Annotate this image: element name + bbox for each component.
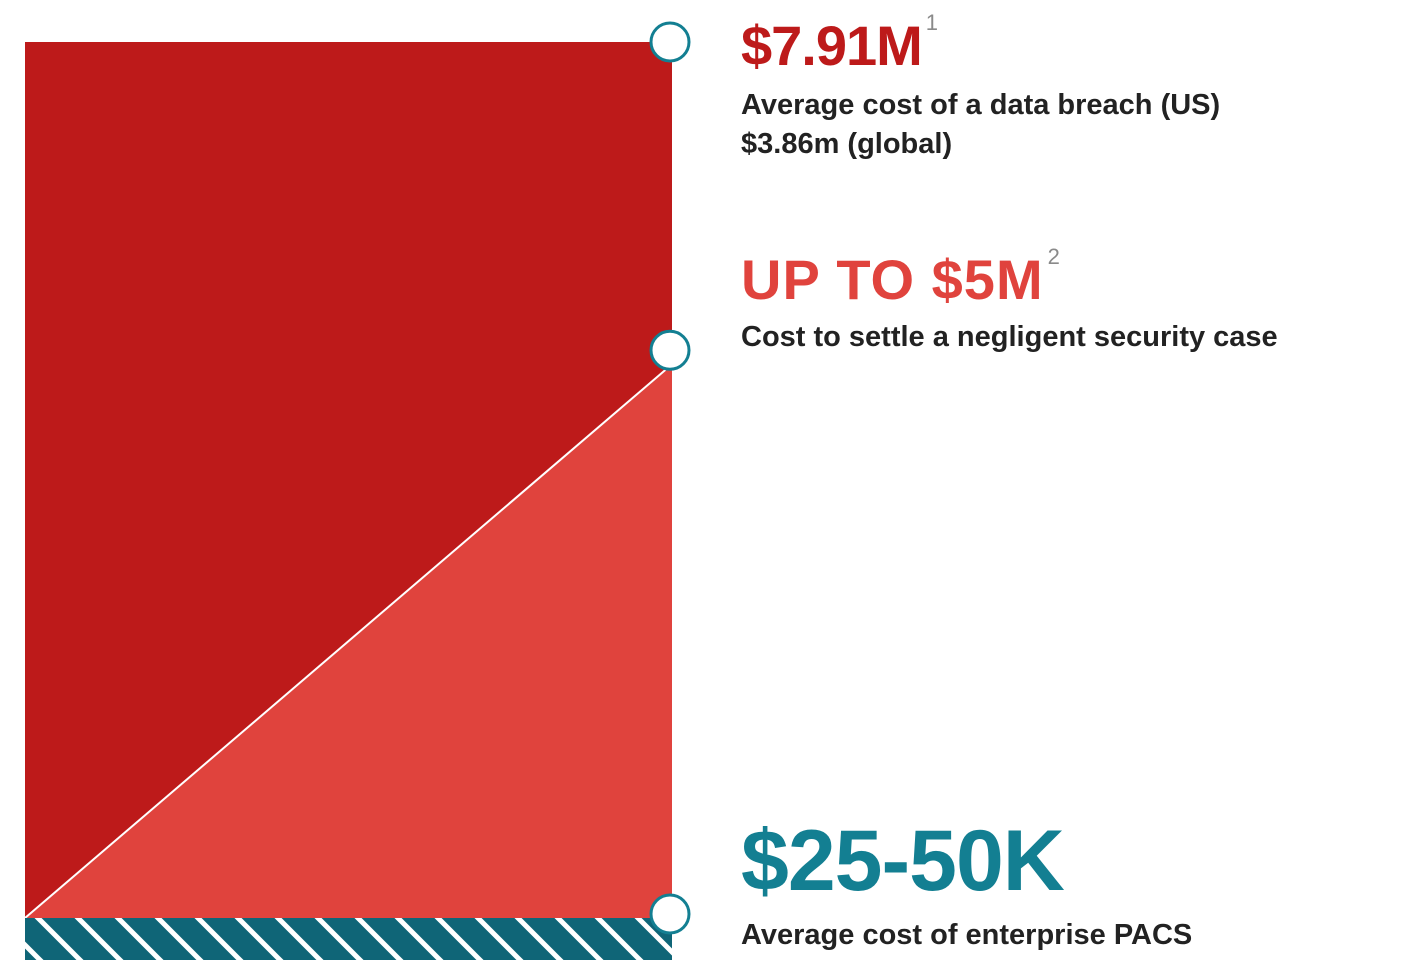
breach-value: $7.91M 1	[741, 12, 1220, 74]
pacs-area	[25, 918, 672, 960]
breach-value-text: $7.91M	[741, 14, 923, 77]
pacs-callout: $25-50K Average cost of enterprise PACS	[741, 818, 1192, 955]
breach-footnote: 1	[925, 10, 938, 35]
settle-value: UP TO $5M 2	[741, 246, 1278, 308]
breach-description-global: $3.86m (global)	[741, 128, 953, 161]
pacs-description: Average cost of enterprise PACS	[741, 919, 1193, 951]
breach-marker	[649, 21, 691, 63]
settle-footnote: 2	[1047, 244, 1061, 269]
settle-callout: UP TO $5M 2 Cost to settle a negligent se…	[741, 246, 1278, 357]
settle-value-text: UP TO $5M	[741, 248, 1044, 311]
settle-description: Cost to settle a negligent security case	[741, 321, 1278, 353]
pacs-marker	[649, 893, 691, 935]
breach-callout: $7.91M 1 Average cost of a data breach (U…	[741, 12, 1221, 165]
breach-description-us: Average cost of a data breach (US)	[741, 89, 1221, 121]
settle-divider-line	[24, 363, 673, 919]
pacs-value: $25-50K	[741, 813, 1065, 909]
settle-marker	[649, 329, 691, 371]
